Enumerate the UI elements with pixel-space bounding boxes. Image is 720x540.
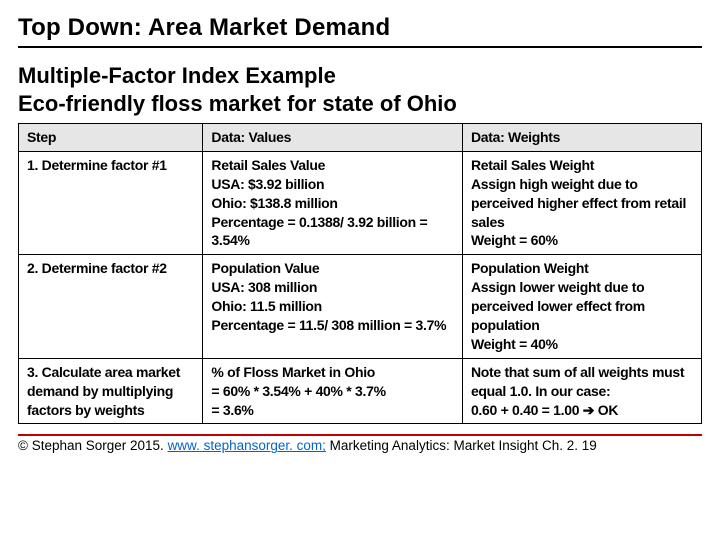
footer-prefix: © Stephan Sorger 2015.: [18, 438, 168, 453]
subtitle-line-2: Eco-friendly floss market for state of O…: [18, 91, 457, 116]
table-row: 2. Determine factor #2 Population ValueU…: [19, 255, 702, 358]
slide: Top Down: Area Market Demand Multiple-Fa…: [0, 0, 720, 540]
subtitle-line-1: Multiple-Factor Index Example: [18, 63, 336, 88]
footer: © Stephan Sorger 2015. www. stephansorge…: [18, 438, 702, 453]
table-row: 3. Calculate area market demand by multi…: [19, 358, 702, 424]
col-header-weights: Data: Weights: [462, 124, 701, 152]
cell-weights: Population WeightAssign lower weight due…: [462, 255, 701, 358]
cell-values: Population ValueUSA: 308 millionOhio: 11…: [203, 255, 463, 358]
page-title: Top Down: Area Market Demand: [18, 14, 702, 42]
cell-values: Retail Sales ValueUSA: $3.92 billionOhio…: [203, 151, 463, 254]
cell-step: 1. Determine factor #1: [19, 151, 203, 254]
subtitle: Multiple-Factor Index Example Eco-friend…: [18, 62, 702, 117]
cell-weights: Note that sum of all weights must equal …: [462, 358, 701, 424]
title-underline: [18, 46, 702, 48]
cell-values: % of Floss Market in Ohio= 60% * 3.54% +…: [203, 358, 463, 424]
footer-suffix: Marketing Analytics: Market Insight Ch. …: [326, 438, 597, 453]
cell-step: 3. Calculate area market demand by multi…: [19, 358, 203, 424]
footer-divider: [18, 434, 702, 436]
cell-step: 2. Determine factor #2: [19, 255, 203, 358]
col-header-step: Step: [19, 124, 203, 152]
factor-table: Step Data: Values Data: Weights 1. Deter…: [18, 123, 702, 424]
footer-link[interactable]: www. stephansorger. com;: [168, 438, 326, 453]
table-row: 1. Determine factor #1 Retail Sales Valu…: [19, 151, 702, 254]
table-header-row: Step Data: Values Data: Weights: [19, 124, 702, 152]
col-header-values: Data: Values: [203, 124, 463, 152]
cell-weights: Retail Sales WeightAssign high weight du…: [462, 151, 701, 254]
